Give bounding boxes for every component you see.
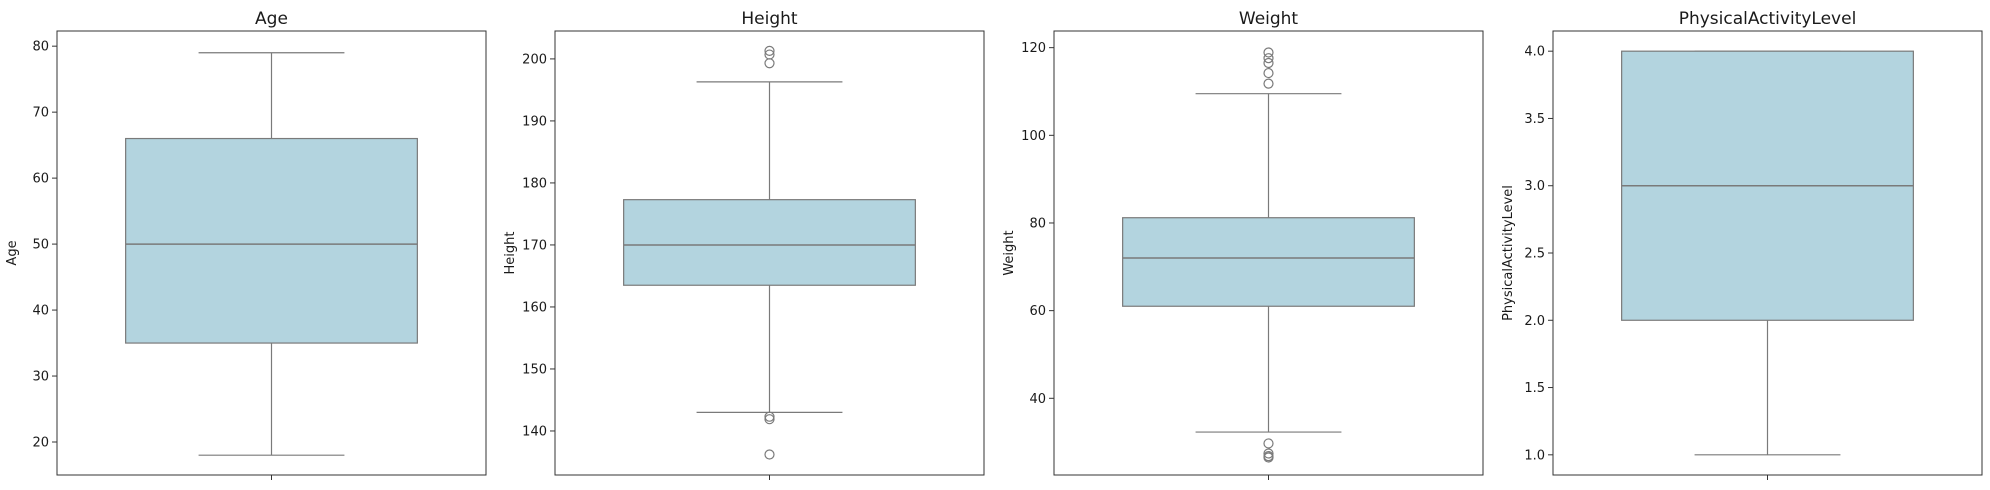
outlier-point — [764, 58, 775, 69]
y-tick-label: 1.0 — [1524, 448, 1545, 463]
iqr-box — [1122, 217, 1415, 307]
y-tick-label: 190 — [522, 114, 547, 129]
y-tick-label: 60 — [32, 172, 49, 187]
outlier-point — [764, 49, 775, 60]
y-tick-label: 1.5 — [1524, 381, 1545, 396]
y-tick-label: 150 — [522, 362, 547, 377]
y-tick-label: 200 — [522, 52, 547, 67]
subplot-title: PhysicalActivityLevel — [1679, 9, 1857, 29]
outlier-point — [764, 45, 775, 56]
y-tick-label: 100 — [1021, 129, 1046, 144]
y-tick-label: 40 — [1029, 392, 1046, 407]
subplot-title: Height — [741, 9, 798, 29]
outlier-point — [1263, 438, 1274, 449]
y-tick-label: 40 — [32, 304, 49, 319]
y-tick-label: 2.5 — [1524, 247, 1545, 262]
plot-frame — [1053, 30, 1484, 476]
y-tick-label: 180 — [522, 176, 547, 191]
subplot-title: Age — [255, 9, 288, 29]
subplot-3: 40 60 80 100 120 Weight Weight — [1002, 9, 1484, 480]
iqr-box — [623, 199, 916, 286]
y-tick-label: 3.0 — [1524, 179, 1545, 194]
y-tick-label: 30 — [32, 370, 49, 385]
y-axis-label: Height — [503, 232, 518, 275]
y-tick-label: 120 — [1021, 41, 1046, 56]
subplot-1: 20 30 40 50 60 70 80 Age Age — [5, 9, 487, 480]
y-tick-label: 60 — [1029, 304, 1046, 319]
y-tick-label: 80 — [1029, 216, 1046, 231]
outlier-point — [764, 449, 775, 460]
y-tick-label: 50 — [32, 238, 49, 253]
outlier-point — [1263, 57, 1274, 69]
y-tick-label: 170 — [522, 238, 547, 253]
y-axis-label: Age — [5, 240, 20, 265]
y-axis-label: Weight — [1002, 230, 1017, 275]
y-tick-label: 140 — [522, 424, 547, 439]
subplot-title: Weight — [1239, 9, 1299, 29]
subplot-4: 1.0 1.5 2.0 2.5 3.0 3.5 4.0 PhysicalActivityLev… — [1501, 9, 1983, 480]
outlier-point — [1263, 67, 1274, 79]
outlier-point — [764, 414, 775, 425]
subplot-2: 140 150 160 170 180 190 200 Height Height — [503, 9, 985, 480]
y-tick-label: 20 — [32, 436, 49, 451]
plot-frame — [56, 30, 487, 476]
y-tick-label: 80 — [32, 40, 49, 55]
y-tick-label: 2.0 — [1524, 314, 1545, 329]
plot-frame — [554, 30, 985, 476]
plot-frame — [1552, 30, 1983, 476]
y-tick-label: 3.5 — [1524, 112, 1545, 127]
y-tick-label: 160 — [522, 300, 547, 315]
outlier-point — [1263, 78, 1274, 89]
y-tick-label: 4.0 — [1524, 45, 1545, 60]
outlier-point — [764, 411, 775, 422]
outlier-point — [1263, 448, 1274, 459]
outlier-point — [1263, 451, 1274, 462]
y-tick-label: 70 — [32, 106, 49, 121]
iqr-box — [125, 137, 418, 344]
outlier-point — [1263, 47, 1274, 58]
y-axis-label: PhysicalActivityLevel — [1501, 185, 1516, 321]
outlier-point — [1263, 53, 1274, 64]
